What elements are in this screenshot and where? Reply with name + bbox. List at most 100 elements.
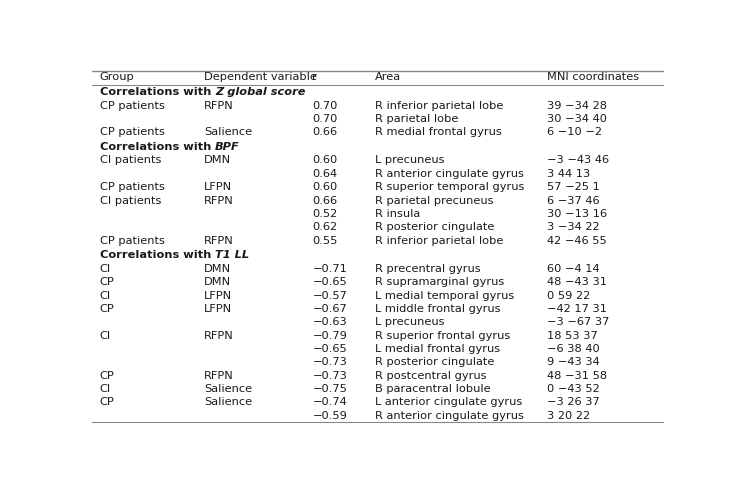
Text: 0.52: 0.52	[312, 209, 338, 219]
Text: R posterior cingulate: R posterior cingulate	[376, 357, 494, 367]
Text: CI: CI	[100, 264, 111, 274]
Text: −0.65: −0.65	[312, 344, 347, 354]
Text: Dependent variable: Dependent variable	[204, 72, 317, 82]
Text: −0.73: −0.73	[312, 371, 348, 381]
Text: 0 59 22: 0 59 22	[547, 291, 590, 301]
Text: R inferior parietal lobe: R inferior parietal lobe	[376, 101, 504, 110]
Text: 0.60: 0.60	[312, 182, 338, 192]
Text: 0.66: 0.66	[312, 196, 337, 205]
Text: CP patients: CP patients	[100, 127, 165, 137]
Text: 0.64: 0.64	[312, 169, 337, 179]
Text: DMN: DMN	[204, 264, 231, 274]
Text: RFPN: RFPN	[204, 196, 233, 205]
Text: CP: CP	[100, 277, 114, 287]
Text: L precuneus: L precuneus	[376, 156, 445, 165]
Text: 48 −31 58: 48 −31 58	[547, 371, 607, 381]
Text: L anterior cingulate gyrus: L anterior cingulate gyrus	[376, 398, 523, 407]
Text: 3 20 22: 3 20 22	[547, 411, 590, 421]
Text: Group: Group	[100, 72, 134, 82]
Text: CP: CP	[100, 371, 114, 381]
Text: −0.57: −0.57	[312, 291, 348, 301]
Text: 6 −10 −2: 6 −10 −2	[547, 127, 602, 137]
Text: −0.67: −0.67	[312, 304, 347, 314]
Text: MNI coordinates: MNI coordinates	[547, 72, 639, 82]
Text: R parietal lobe: R parietal lobe	[376, 114, 459, 124]
Text: LFPN: LFPN	[204, 304, 232, 314]
Text: R medial frontal gyrus: R medial frontal gyrus	[376, 127, 502, 137]
Text: Correlations with: Correlations with	[100, 251, 215, 260]
Text: CI: CI	[100, 384, 111, 394]
Text: BPF: BPF	[215, 142, 240, 152]
Text: R anterior cingulate gyrus: R anterior cingulate gyrus	[376, 169, 524, 179]
Text: DMN: DMN	[204, 277, 231, 287]
Text: r: r	[312, 72, 317, 82]
Text: 30 −34 40: 30 −34 40	[547, 114, 607, 124]
Text: Z global score: Z global score	[215, 87, 306, 97]
Text: −0.75: −0.75	[312, 384, 348, 394]
Text: 0.70: 0.70	[312, 101, 338, 110]
Text: RFPN: RFPN	[204, 236, 233, 246]
Text: 6 −37 46: 6 −37 46	[547, 196, 599, 205]
Text: −3 −67 37: −3 −67 37	[547, 317, 610, 327]
Text: 48 −43 31: 48 −43 31	[547, 277, 607, 287]
Text: CI: CI	[100, 331, 111, 341]
Text: −3 26 37: −3 26 37	[547, 398, 600, 407]
Text: LFPN: LFPN	[204, 182, 232, 192]
Text: −42 17 31: −42 17 31	[547, 304, 607, 314]
Text: CP patients: CP patients	[100, 236, 165, 246]
Text: 30 −13 16: 30 −13 16	[547, 209, 607, 219]
Text: LFPN: LFPN	[204, 291, 232, 301]
Text: Correlations with: Correlations with	[100, 87, 215, 97]
Text: R postcentral gyrus: R postcentral gyrus	[376, 371, 487, 381]
Text: 0.62: 0.62	[312, 222, 337, 232]
Text: 60 −4 14: 60 −4 14	[547, 264, 599, 274]
Text: 0.66: 0.66	[312, 127, 337, 137]
Text: R insula: R insula	[376, 209, 421, 219]
Text: L medial frontal gyrus: L medial frontal gyrus	[376, 344, 500, 354]
Text: 0.70: 0.70	[312, 114, 338, 124]
Text: R precentral gyrus: R precentral gyrus	[376, 264, 481, 274]
Text: B paracentral lobule: B paracentral lobule	[376, 384, 491, 394]
Text: L medial temporal gyrus: L medial temporal gyrus	[376, 291, 514, 301]
Text: CP: CP	[100, 398, 114, 407]
Text: CI: CI	[100, 291, 111, 301]
Text: −0.63: −0.63	[312, 317, 347, 327]
Text: −0.71: −0.71	[312, 264, 348, 274]
Text: R posterior cingulate: R posterior cingulate	[376, 222, 494, 232]
Text: R supramarginal gyrus: R supramarginal gyrus	[376, 277, 505, 287]
Text: −6 38 40: −6 38 40	[547, 344, 600, 354]
Text: −0.79: −0.79	[312, 331, 348, 341]
Text: Area: Area	[376, 72, 401, 82]
Text: 9 −43 34: 9 −43 34	[547, 357, 600, 367]
Text: RFPN: RFPN	[204, 331, 233, 341]
Text: R inferior parietal lobe: R inferior parietal lobe	[376, 236, 504, 246]
Text: −0.74: −0.74	[312, 398, 347, 407]
Text: L middle frontal gyrus: L middle frontal gyrus	[376, 304, 501, 314]
Text: R parietal precuneus: R parietal precuneus	[376, 196, 494, 205]
Text: DMN: DMN	[204, 156, 231, 165]
Text: CP: CP	[100, 304, 114, 314]
Text: CI patients: CI patients	[100, 156, 161, 165]
Text: 0 −43 52: 0 −43 52	[547, 384, 600, 394]
Text: 42 −46 55: 42 −46 55	[547, 236, 607, 246]
Text: 3 44 13: 3 44 13	[547, 169, 590, 179]
Text: R anterior cingulate gyrus: R anterior cingulate gyrus	[376, 411, 524, 421]
Text: 0.55: 0.55	[312, 236, 338, 246]
Text: 3 −34 22: 3 −34 22	[547, 222, 599, 232]
Text: Salience: Salience	[204, 398, 252, 407]
Text: CI patients: CI patients	[100, 196, 161, 205]
Text: −0.65: −0.65	[312, 277, 347, 287]
Text: 18 53 37: 18 53 37	[547, 331, 598, 341]
Text: L precuneus: L precuneus	[376, 317, 445, 327]
Text: −0.73: −0.73	[312, 357, 348, 367]
Text: 39 −34 28: 39 −34 28	[547, 101, 607, 110]
Text: Salience: Salience	[204, 384, 252, 394]
Text: −3 −43 46: −3 −43 46	[547, 156, 609, 165]
Text: 0.60: 0.60	[312, 156, 338, 165]
Text: Salience: Salience	[204, 127, 252, 137]
Text: R superior frontal gyrus: R superior frontal gyrus	[376, 331, 511, 341]
Text: 57 −25 1: 57 −25 1	[547, 182, 600, 192]
Text: −0.59: −0.59	[312, 411, 348, 421]
Text: Correlations with: Correlations with	[100, 142, 215, 152]
Text: RFPN: RFPN	[204, 101, 233, 110]
